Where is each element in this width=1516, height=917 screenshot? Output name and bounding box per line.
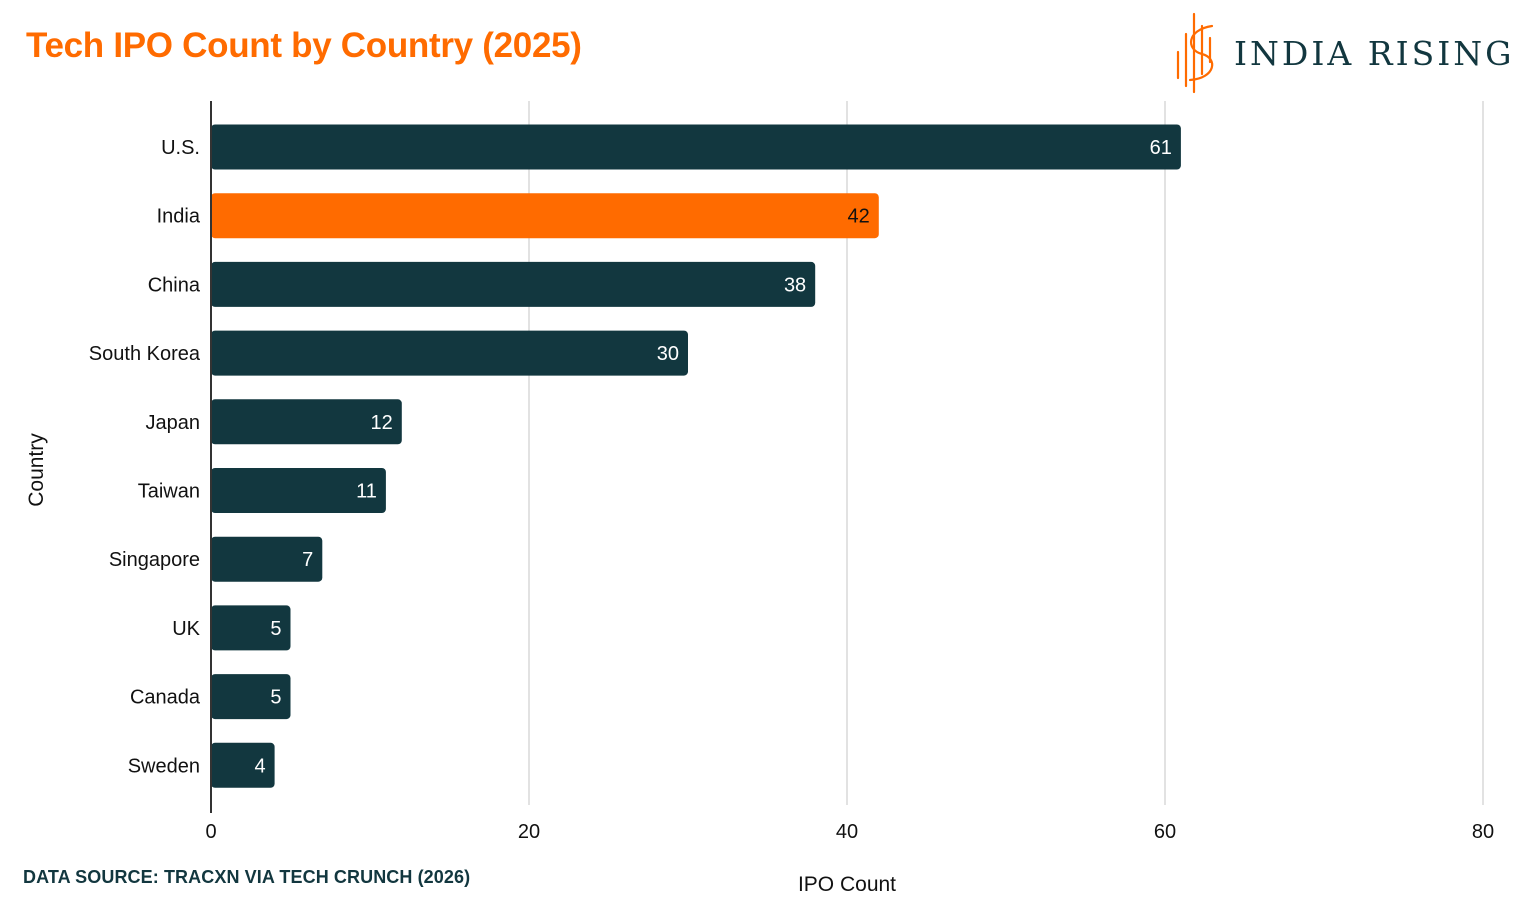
data-label: 42 — [848, 206, 870, 228]
category-tick-label: U.S. — [161, 137, 200, 159]
data-source-note: DATA SOURCE: TRACXN VIA TECH CRUNCH (202… — [23, 867, 471, 887]
data-label: 5 — [270, 618, 281, 640]
x-axis-title: IPO Count — [798, 873, 896, 896]
india-rising-logo-icon — [1176, 12, 1214, 94]
x-tick-label: 60 — [1154, 821, 1176, 843]
data-labels: 61 42 38 30 12 11 7 5 5 4 — [254, 137, 1171, 777]
bar — [211, 124, 1181, 170]
category-tick-label: China — [148, 274, 201, 296]
bar — [211, 330, 688, 376]
bar — [211, 536, 323, 582]
data-label: 61 — [1150, 137, 1172, 159]
data-label: 5 — [270, 687, 281, 709]
data-label: 11 — [356, 481, 377, 503]
category-tick-label: Canada — [130, 687, 201, 709]
bar — [211, 193, 879, 239]
y-axis-title: Country — [25, 433, 48, 507]
data-label: 7 — [302, 549, 313, 571]
bar — [211, 605, 291, 651]
data-label: 4 — [254, 755, 265, 777]
category-tick-labels: U.S. India China South Korea Japan Taiwan Sing… — [89, 137, 201, 777]
category-tick-label: Taiwan — [138, 481, 200, 503]
bar — [211, 468, 386, 513]
bar — [211, 261, 816, 307]
category-tick-label: Sweden — [128, 755, 200, 777]
bars — [211, 124, 1181, 788]
x-tick-label: 80 — [1472, 821, 1494, 843]
x-tick-label: 0 — [205, 821, 216, 843]
data-label: 12 — [371, 412, 393, 434]
chart-title: Tech IPO Count by Country (2025) — [26, 26, 582, 65]
x-tick-label: 20 — [518, 821, 540, 843]
bar — [211, 399, 402, 445]
category-tick-label: South Korea — [89, 343, 201, 365]
category-tick-label: UK — [172, 618, 200, 640]
x-tick-label: 40 — [836, 821, 858, 843]
bar — [211, 742, 275, 788]
data-label: 30 — [657, 343, 679, 365]
brand-name: INDIA RISING — [1234, 34, 1515, 73]
category-tick-label: Singapore — [109, 549, 200, 571]
bar — [211, 674, 291, 720]
category-tick-label: Japan — [146, 412, 201, 434]
data-label: 38 — [784, 274, 806, 296]
x-tick-labels: 0 20 40 60 80 — [205, 821, 1494, 843]
category-tick-label: India — [157, 206, 201, 228]
brand-logo: INDIA RISING — [1172, 12, 1512, 94]
